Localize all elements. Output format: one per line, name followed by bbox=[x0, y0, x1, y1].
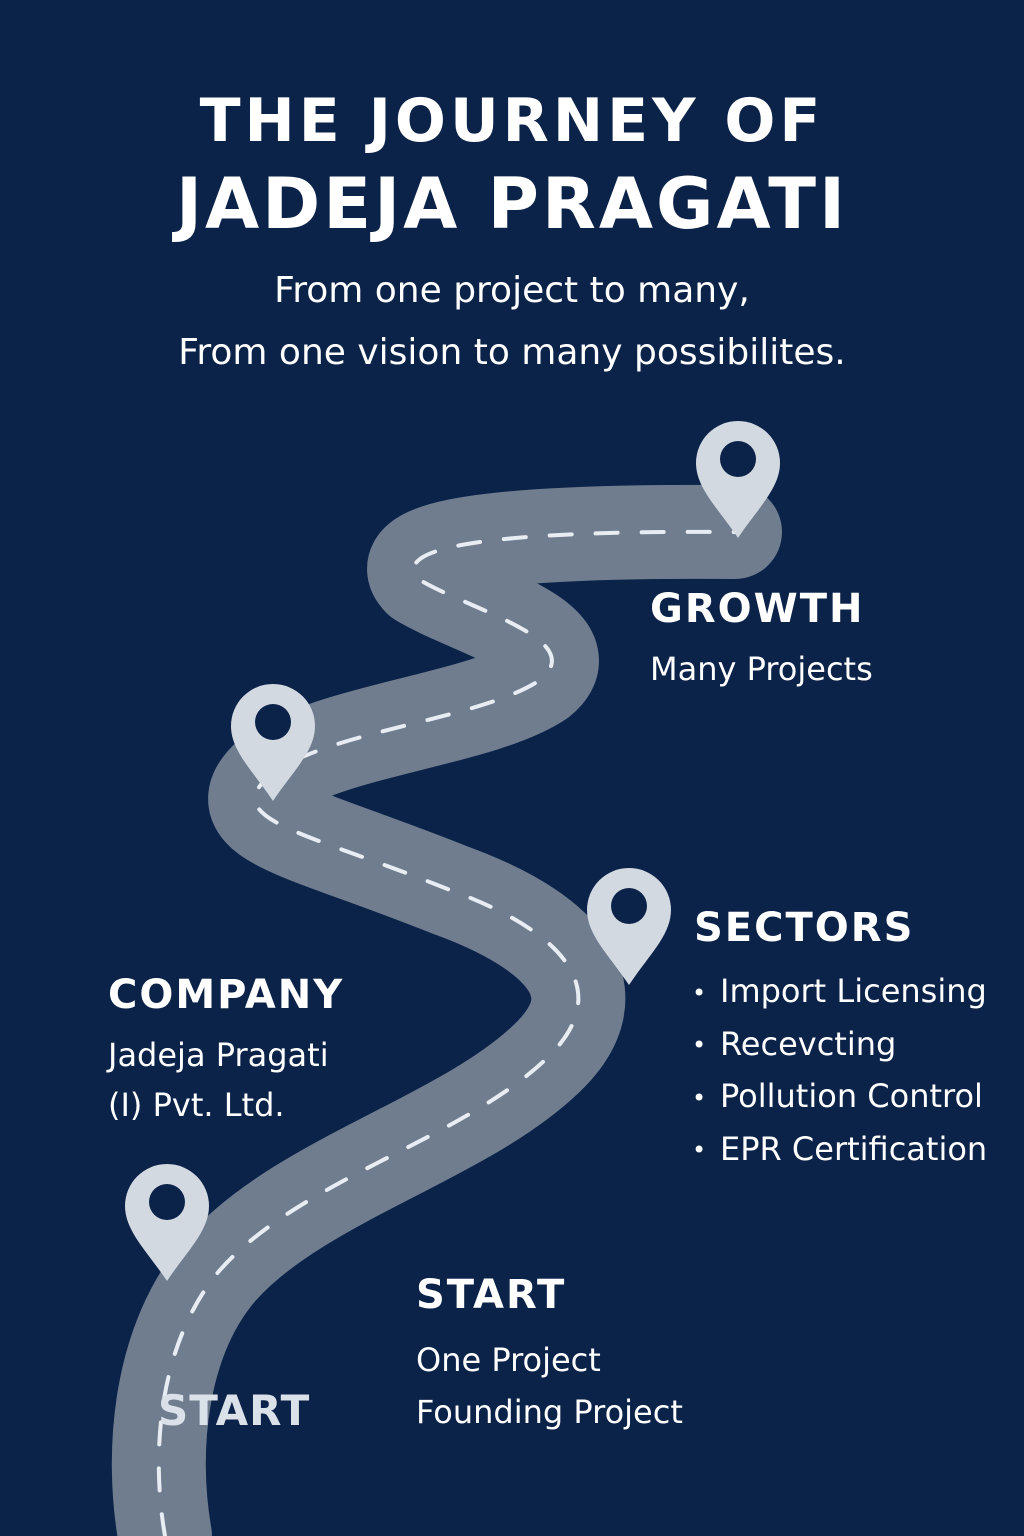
start-text-line2: Founding Project bbox=[416, 1393, 683, 1431]
bullet-icon: • bbox=[692, 1031, 707, 1059]
company-heading: COMPANY bbox=[108, 972, 345, 1018]
road-start-label: START bbox=[158, 1386, 311, 1435]
page-title-line2: JADEJA PRAGATI bbox=[175, 163, 849, 245]
growth-text: Many Projects bbox=[650, 650, 873, 688]
map-pin-icon bbox=[587, 868, 671, 985]
sector-label: Pollution Control bbox=[720, 1077, 983, 1115]
growth-heading: GROWTH bbox=[650, 586, 865, 632]
subtitle-line2: From one vision to many possibilites. bbox=[178, 332, 846, 373]
sector-label: EPR Certification bbox=[720, 1129, 988, 1168]
map-pin-icon bbox=[231, 684, 315, 801]
bullet-icon: • bbox=[692, 1083, 707, 1112]
road-dashes bbox=[156, 529, 737, 1536]
subtitle-line1: From one project to many, bbox=[274, 270, 750, 311]
company-name-line2: (I) Pvt. Ltd. bbox=[108, 1086, 285, 1124]
bullet-icon: • bbox=[692, 1136, 707, 1164]
list-item: • Recevcting bbox=[692, 1019, 987, 1072]
map-pin-icon bbox=[696, 421, 780, 538]
company-name-line1: Jadeja Pragati bbox=[108, 1036, 329, 1074]
page-title-line1: THE JOURNEY OF bbox=[199, 86, 825, 156]
start-text-line1: One Project bbox=[416, 1341, 601, 1379]
list-item: • Import Licensing bbox=[692, 966, 987, 1019]
sector-label: Recevcting bbox=[720, 1024, 897, 1063]
sectors-heading: SECTORS bbox=[694, 905, 915, 951]
map-pin-icon bbox=[125, 1164, 209, 1281]
sectors-list: • Import Licensing • Recevcting • Pollution… bbox=[692, 966, 987, 1176]
start-heading: START bbox=[416, 1272, 567, 1318]
list-item: • Pollution Control bbox=[692, 1071, 987, 1124]
list-item: • EPR Certification bbox=[692, 1124, 987, 1177]
bullet-icon: • bbox=[692, 978, 707, 1007]
sector-label: Import Licensing bbox=[720, 972, 987, 1010]
